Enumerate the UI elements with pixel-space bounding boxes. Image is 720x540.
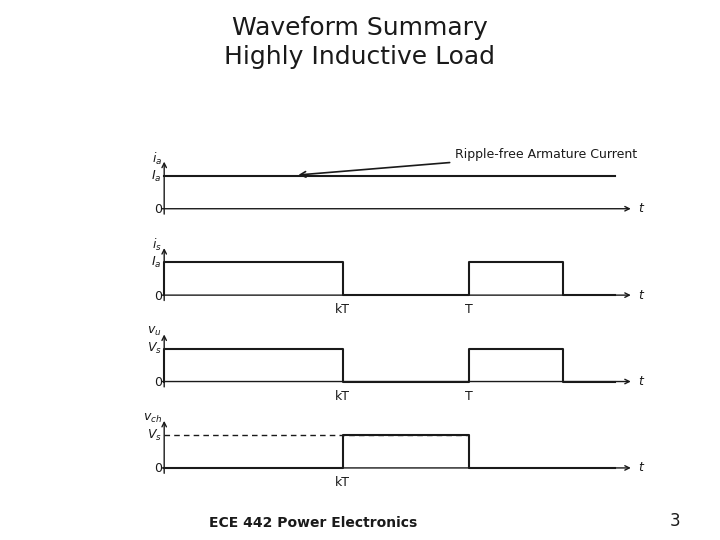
Text: $i_s$: $i_s$ <box>152 237 162 253</box>
Text: t: t <box>639 288 643 302</box>
Text: kT: kT <box>335 390 350 403</box>
Text: T: T <box>465 390 473 403</box>
Text: Ripple-free Armature Current: Ripple-free Armature Current <box>300 148 637 177</box>
Text: t: t <box>639 375 643 388</box>
Text: $i_a$: $i_a$ <box>152 151 162 167</box>
Text: $V_s$: $V_s$ <box>147 428 162 443</box>
Text: T: T <box>465 303 473 316</box>
Text: kT: kT <box>335 476 350 489</box>
Text: 0: 0 <box>154 462 162 475</box>
Text: ECE 442 Power Electronics: ECE 442 Power Electronics <box>209 516 418 530</box>
Text: $v_{ch}$: $v_{ch}$ <box>143 411 162 424</box>
Text: $V_s$: $V_s$ <box>147 341 162 356</box>
Text: 0: 0 <box>154 376 162 389</box>
Text: 0: 0 <box>154 203 162 216</box>
Text: 3: 3 <box>670 512 680 530</box>
Text: $v_u$: $v_u$ <box>148 325 162 338</box>
Text: t: t <box>639 461 643 475</box>
Text: 0: 0 <box>154 289 162 302</box>
Text: Waveform Summary
Highly Inductive Load: Waveform Summary Highly Inductive Load <box>225 16 495 69</box>
Text: t: t <box>639 202 643 215</box>
Text: $I_a$: $I_a$ <box>151 255 162 270</box>
Text: $I_a$: $I_a$ <box>151 168 162 184</box>
Text: kT: kT <box>335 303 350 316</box>
